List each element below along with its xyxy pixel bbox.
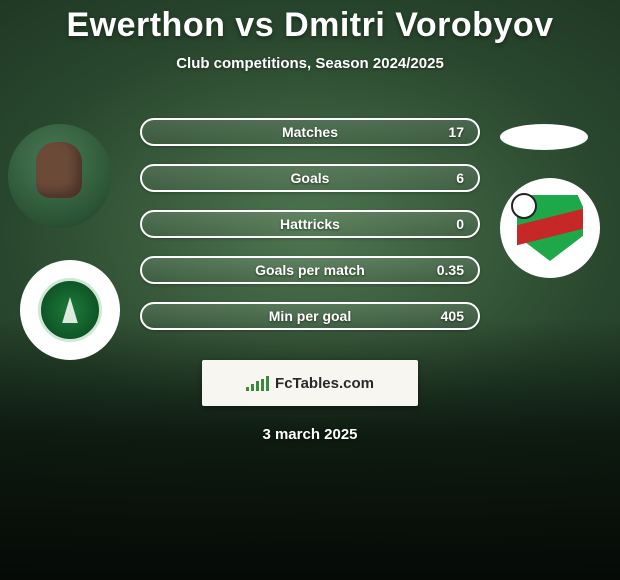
stat-label: Hattricks [280, 216, 340, 232]
brand-badge: FcTables.com [202, 360, 418, 406]
bar [246, 387, 249, 391]
stat-row: Matches 17 [140, 118, 480, 146]
stat-label: Goals per match [255, 262, 365, 278]
date-text: 3 march 2025 [0, 426, 620, 443]
stat-label: Matches [282, 124, 338, 140]
stat-value-right: 0.35 [437, 262, 464, 278]
player2-avatar-blank [500, 124, 588, 150]
stat-row: Hattricks 0 [140, 210, 480, 238]
stat-label: Min per goal [269, 308, 351, 324]
stat-value-right: 0 [456, 216, 464, 232]
subtitle: Club competitions, Season 2024/2025 [0, 55, 620, 72]
bars-icon [246, 375, 269, 391]
stat-row: Min per goal 405 [140, 302, 480, 330]
club2-crest-inner [517, 195, 583, 261]
stat-value-right: 6 [456, 170, 464, 186]
stat-value-right: 405 [441, 308, 464, 324]
bar [261, 379, 264, 391]
stat-label: Goals [291, 170, 330, 186]
page-title: Ewerthon vs Dmitri Vorobyov [0, 6, 620, 45]
club1-crest-inner [38, 278, 102, 342]
ball-icon [511, 193, 537, 219]
brand-text: FcTables.com [275, 375, 374, 392]
bar [251, 384, 254, 391]
bar [256, 381, 259, 391]
stat-row: Goals 6 [140, 164, 480, 192]
player1-avatar [8, 124, 112, 228]
club1-crest [20, 260, 120, 360]
club2-crest [500, 178, 600, 278]
stat-value-right: 17 [448, 124, 464, 140]
stat-row: Goals per match 0.35 [140, 256, 480, 284]
bar [266, 376, 269, 391]
stats-list: Matches 17 Goals 6 Hattricks 0 Goals per… [140, 118, 480, 330]
